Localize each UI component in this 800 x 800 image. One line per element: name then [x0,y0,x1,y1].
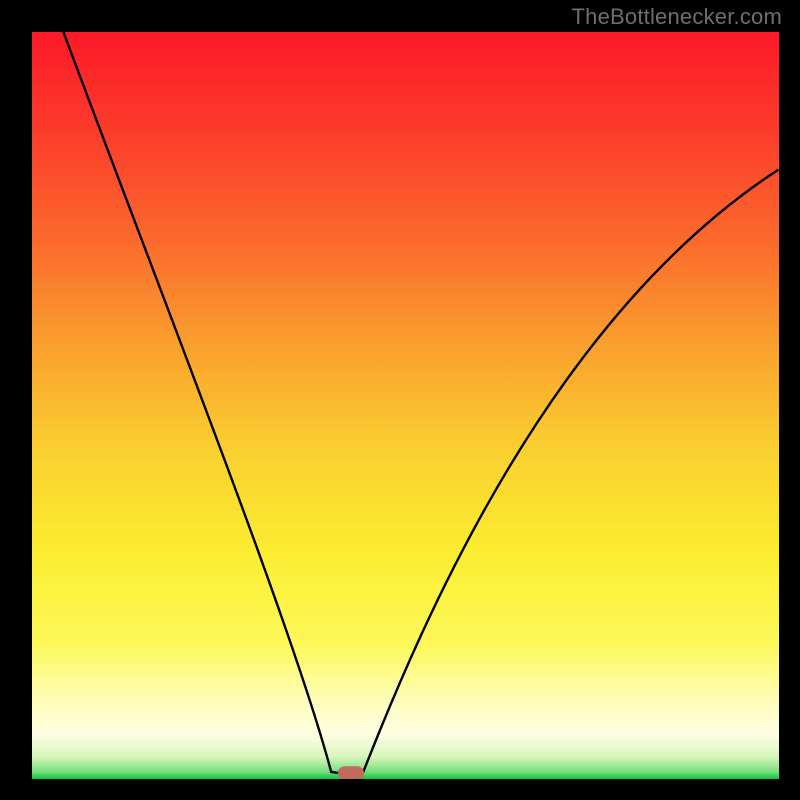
bottleneck-curve [63,32,777,773]
chart-container: TheBottlenecker.com [0,0,800,800]
notch-marker [338,766,364,779]
curve-layer [32,32,779,779]
plot-area [32,32,779,779]
watermark-text: TheBottlenecker.com [572,4,782,30]
